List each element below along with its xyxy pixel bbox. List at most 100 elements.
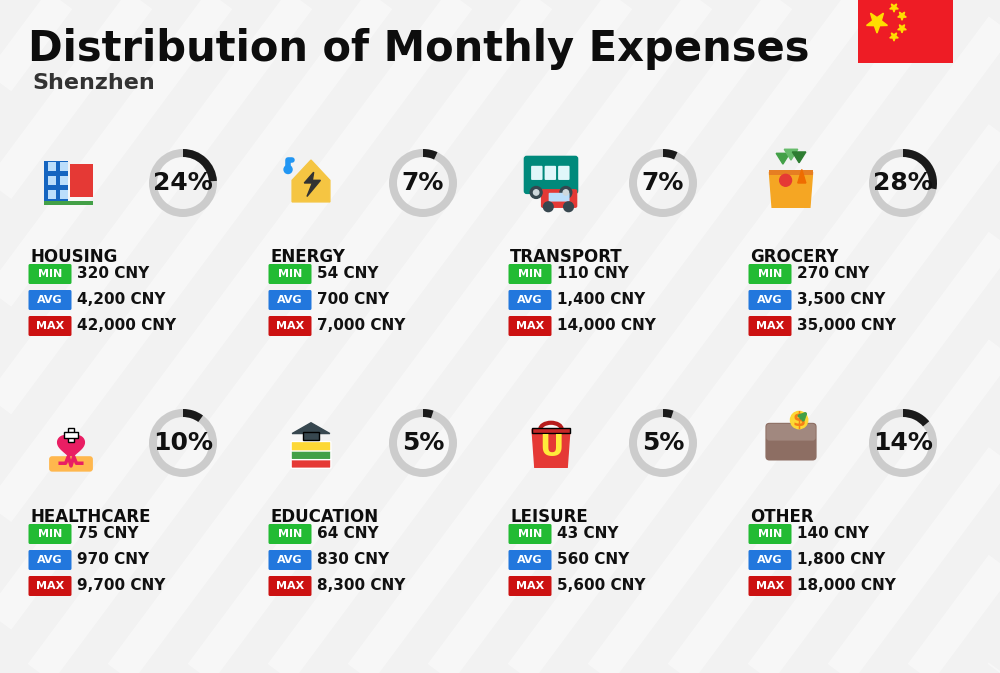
Text: HOUSING: HOUSING — [30, 248, 117, 266]
Text: MIN: MIN — [278, 269, 302, 279]
Wedge shape — [149, 149, 217, 217]
Text: AVG: AVG — [37, 555, 63, 565]
FancyBboxPatch shape — [60, 176, 68, 185]
Polygon shape — [304, 172, 320, 197]
FancyBboxPatch shape — [28, 576, 72, 596]
Text: MIN: MIN — [38, 529, 62, 539]
Text: 5,600 CNY: 5,600 CNY — [557, 579, 646, 594]
FancyBboxPatch shape — [49, 456, 93, 472]
Text: U: U — [539, 433, 563, 462]
Text: 10%: 10% — [153, 431, 213, 455]
FancyBboxPatch shape — [268, 316, 312, 336]
FancyBboxPatch shape — [769, 170, 813, 175]
Text: 18,000 CNY: 18,000 CNY — [797, 579, 896, 594]
Text: MIN: MIN — [518, 529, 542, 539]
Text: MIN: MIN — [518, 269, 542, 279]
Text: 970 CNY: 970 CNY — [77, 553, 149, 567]
FancyBboxPatch shape — [64, 432, 78, 437]
Text: 560 CNY: 560 CNY — [557, 553, 629, 567]
Text: EDUCATION: EDUCATION — [270, 508, 378, 526]
Wedge shape — [389, 409, 457, 477]
Polygon shape — [890, 4, 898, 12]
FancyBboxPatch shape — [291, 459, 331, 468]
Text: LEISURE: LEISURE — [510, 508, 588, 526]
Text: 54 CNY: 54 CNY — [317, 267, 378, 281]
Circle shape — [533, 190, 539, 195]
Text: 28%: 28% — [873, 171, 933, 195]
Text: 7%: 7% — [402, 171, 444, 195]
Text: TRANSPORT: TRANSPORT — [510, 248, 623, 266]
Wedge shape — [183, 409, 203, 422]
FancyBboxPatch shape — [509, 576, 552, 596]
FancyBboxPatch shape — [558, 166, 570, 180]
Polygon shape — [776, 153, 790, 164]
Polygon shape — [532, 429, 570, 467]
Text: AVG: AVG — [517, 555, 543, 565]
FancyBboxPatch shape — [68, 428, 74, 441]
FancyBboxPatch shape — [532, 428, 570, 433]
Text: 42,000 CNY: 42,000 CNY — [77, 318, 176, 334]
FancyBboxPatch shape — [524, 155, 578, 194]
FancyBboxPatch shape — [44, 201, 93, 205]
FancyBboxPatch shape — [28, 524, 72, 544]
Wedge shape — [389, 149, 457, 217]
FancyBboxPatch shape — [268, 264, 312, 284]
Text: $: $ — [793, 411, 806, 429]
Text: MAX: MAX — [516, 321, 544, 331]
FancyBboxPatch shape — [28, 316, 72, 336]
Text: AVG: AVG — [37, 295, 63, 305]
Polygon shape — [784, 149, 798, 160]
Text: MAX: MAX — [276, 321, 304, 331]
FancyBboxPatch shape — [303, 432, 319, 440]
Text: 5%: 5% — [642, 431, 684, 455]
FancyBboxPatch shape — [509, 264, 552, 284]
Text: 4,200 CNY: 4,200 CNY — [77, 293, 166, 308]
FancyBboxPatch shape — [268, 550, 312, 570]
Text: 43 CNY: 43 CNY — [557, 526, 618, 542]
FancyBboxPatch shape — [545, 166, 556, 180]
Text: MIN: MIN — [38, 269, 62, 279]
Text: MAX: MAX — [516, 581, 544, 591]
Wedge shape — [183, 149, 217, 181]
FancyBboxPatch shape — [268, 524, 312, 544]
Text: MAX: MAX — [276, 581, 304, 591]
Circle shape — [530, 186, 542, 199]
Wedge shape — [663, 409, 674, 419]
Polygon shape — [292, 423, 330, 433]
Text: HEALTHCARE: HEALTHCARE — [30, 508, 150, 526]
FancyBboxPatch shape — [48, 176, 56, 185]
FancyBboxPatch shape — [748, 264, 792, 284]
FancyBboxPatch shape — [28, 264, 72, 284]
Polygon shape — [898, 25, 906, 33]
Circle shape — [284, 166, 292, 174]
Text: 14,000 CNY: 14,000 CNY — [557, 318, 656, 334]
Polygon shape — [898, 12, 906, 20]
Text: 75 CNY: 75 CNY — [77, 526, 138, 542]
Wedge shape — [629, 409, 697, 477]
FancyBboxPatch shape — [268, 290, 312, 310]
Polygon shape — [798, 170, 806, 183]
Text: AVG: AVG — [757, 555, 783, 565]
FancyBboxPatch shape — [858, 0, 953, 63]
Polygon shape — [867, 13, 887, 33]
Text: 700 CNY: 700 CNY — [317, 293, 389, 308]
Polygon shape — [769, 172, 813, 207]
FancyBboxPatch shape — [509, 550, 552, 570]
Circle shape — [543, 202, 553, 211]
FancyBboxPatch shape — [748, 316, 792, 336]
Text: 110 CNY: 110 CNY — [557, 267, 629, 281]
Wedge shape — [869, 409, 937, 477]
Text: MAX: MAX — [756, 321, 784, 331]
Polygon shape — [792, 152, 806, 163]
FancyBboxPatch shape — [509, 316, 552, 336]
FancyBboxPatch shape — [291, 441, 331, 451]
FancyBboxPatch shape — [748, 550, 792, 570]
Circle shape — [560, 186, 572, 199]
Text: AVG: AVG — [517, 295, 543, 305]
FancyBboxPatch shape — [60, 190, 68, 199]
FancyBboxPatch shape — [291, 450, 331, 460]
Text: 9,700 CNY: 9,700 CNY — [77, 579, 165, 594]
Wedge shape — [663, 149, 677, 160]
FancyBboxPatch shape — [268, 576, 312, 596]
FancyBboxPatch shape — [509, 290, 552, 310]
